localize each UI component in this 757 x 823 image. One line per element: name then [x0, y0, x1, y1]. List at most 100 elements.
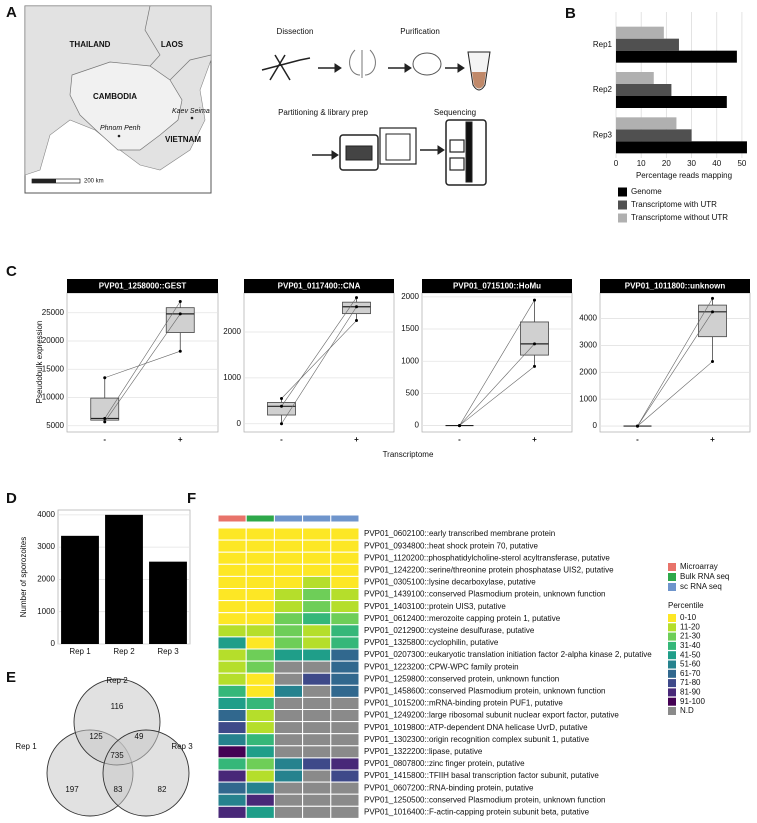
y-tick-label: 0	[415, 421, 420, 430]
country-label: THAILAND	[70, 40, 111, 49]
heat-cell	[245, 684, 275, 698]
heat-cell	[273, 745, 304, 759]
heat-cell	[273, 793, 304, 807]
region-count: 83	[114, 785, 123, 794]
y-tick-label: 1000	[223, 373, 241, 382]
heat-cell	[330, 805, 360, 819]
heat-cell	[330, 648, 360, 662]
heat-cell	[217, 575, 247, 590]
point	[533, 298, 536, 302]
heat-cell	[245, 527, 275, 541]
point	[458, 424, 461, 428]
row-label: PVP01_1415800::TFIIH basal transcription…	[364, 771, 599, 780]
heat-cell	[302, 696, 332, 711]
legend-swatch	[668, 688, 676, 697]
legend-label: sc RNA seq	[680, 582, 722, 591]
heat-cell	[217, 709, 247, 723]
panel-label: C	[6, 263, 17, 280]
point	[103, 416, 107, 420]
y-tick-label: 0	[593, 421, 598, 430]
tissue-icon	[412, 52, 442, 76]
x-tick-label: Rep 2	[113, 647, 135, 656]
point	[355, 305, 358, 309]
heat-cell	[273, 600, 304, 614]
point	[636, 424, 639, 428]
legend-label: 81-90	[680, 688, 701, 697]
workflow-step: Partitioning & library prep	[278, 108, 368, 117]
gland-icon	[349, 49, 376, 78]
x-tick-label: 30	[687, 159, 696, 168]
legend-swatch	[618, 200, 627, 210]
row-label: PVP01_0934800::heat shock protein 70, pu…	[364, 541, 538, 550]
place-label: Phnom Penh	[100, 125, 141, 132]
y-tick-label: 25000	[42, 308, 65, 317]
heat-cell	[302, 624, 332, 638]
bar	[616, 50, 737, 63]
panel-label: D	[6, 490, 17, 507]
y-tick-label: Rep1	[593, 40, 613, 49]
legend-label: N.D	[680, 706, 694, 715]
strip	[600, 279, 750, 293]
heat-cell	[273, 588, 304, 602]
strip-title: PVP01_0715100::HoMu	[453, 282, 541, 291]
heat-cell	[273, 624, 304, 638]
country-label: CAMBODIA	[93, 92, 137, 101]
heat-cell	[330, 769, 360, 783]
y-tick-label: 4000	[579, 314, 597, 323]
heat-cell	[302, 600, 332, 614]
point	[533, 364, 536, 368]
legend-swatch	[668, 641, 676, 650]
bar	[149, 561, 187, 644]
legend-label: 51-60	[680, 660, 701, 669]
region-count: 125	[89, 732, 103, 741]
row-label: PVP01_1015200::mRNA-binding protein PUF1…	[364, 699, 563, 708]
strip	[67, 279, 218, 293]
heat-cell	[245, 793, 275, 807]
point	[280, 397, 283, 401]
row-label: PVP01_1019800::ATP-dependent DNA helicas…	[364, 723, 588, 732]
legend-swatch	[618, 213, 627, 223]
heat-cell	[245, 612, 275, 626]
y-tick-label: 0	[237, 419, 242, 428]
legend-swatch	[668, 697, 676, 706]
strip-title: PVP01_1011800::unknown	[625, 282, 726, 291]
heat-cell	[273, 733, 304, 747]
arrow-head	[437, 145, 445, 155]
y-tick-label: 3000	[37, 542, 55, 551]
heat-cell	[302, 769, 332, 783]
legend-label: 31-40	[680, 641, 701, 650]
heat-cell	[245, 805, 275, 819]
box	[165, 307, 195, 333]
heat-cell	[217, 696, 247, 711]
strip	[244, 279, 394, 293]
y-axis-label: Pseudobulk expression	[35, 321, 44, 404]
legend-swatch	[668, 573, 676, 581]
set-label: Rep 2	[106, 676, 128, 685]
y-tick-label: 2000	[579, 367, 597, 376]
legend-title: Percentile	[668, 601, 704, 610]
row-label: PVP01_0212900::cysteine desulfurase, put…	[364, 626, 535, 635]
strip	[422, 279, 572, 293]
bar	[61, 535, 99, 644]
pair-line	[104, 313, 181, 423]
x-tick-label: 40	[712, 159, 721, 168]
heat-cell	[330, 527, 360, 541]
row-label: PVP01_1223200::CPW-WPC family protein	[364, 662, 519, 671]
heat-cell	[302, 527, 332, 541]
pair-line	[459, 343, 535, 426]
panel-frame	[66, 292, 219, 433]
sequencer-icon	[445, 119, 487, 186]
bar	[616, 129, 692, 142]
legend-swatch	[668, 614, 676, 622]
row-label: PVP01_1242200::serine/threonine protein …	[364, 565, 614, 574]
x-axis-label: Transcriptome	[383, 450, 434, 459]
heat-cell	[217, 757, 247, 771]
heat-cell	[330, 684, 360, 698]
bar	[616, 84, 672, 96]
point	[178, 312, 182, 316]
workflow	[261, 49, 491, 186]
heat-cell	[245, 588, 275, 602]
legend-swatch	[668, 623, 676, 632]
strip-title: PVP01_1258000::GEST	[99, 282, 187, 291]
heat-cell	[302, 721, 332, 735]
